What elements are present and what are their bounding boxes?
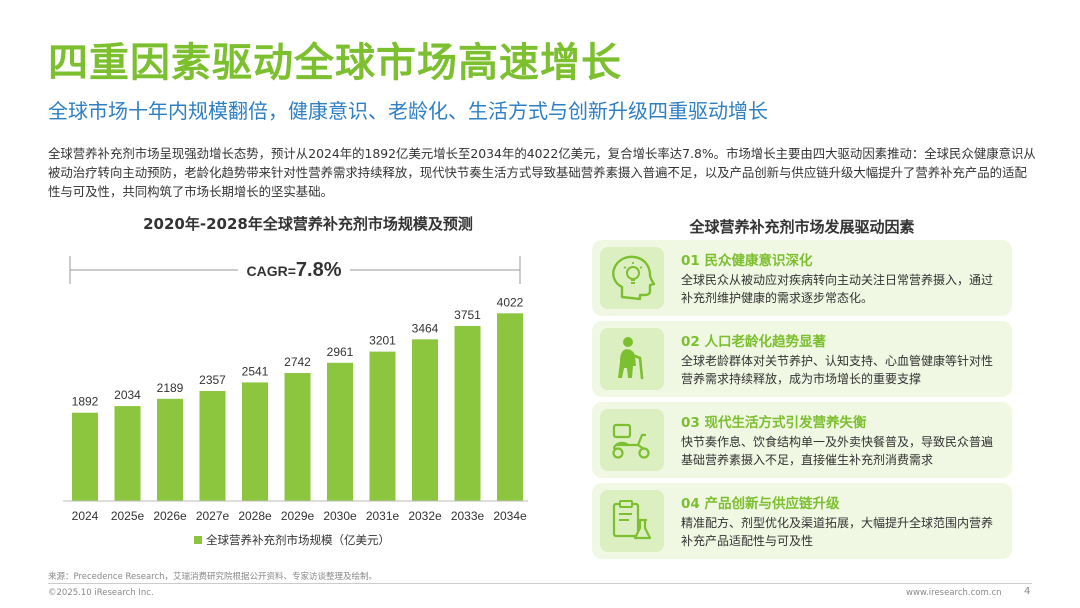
driver-title: 01 民众健康意识深化 — [681, 253, 813, 269]
driver-description: 精准配方、剂型优化及渠道拓展，大幅提升全球范围内营养补充产品适配性与可及性 — [681, 516, 994, 548]
driver-card-lifestyle: 03 现代生活方式引发营养失衡 快节奏作息、饮食结构单一及外卖快餐普及，导致民众… — [592, 402, 1012, 478]
x-tick-label-2026e: 2026e — [153, 509, 187, 523]
page-number: 4 — [1024, 586, 1031, 597]
footer-divider — [48, 583, 1032, 584]
cagr-annotation: CAGR=7.8% — [69, 256, 521, 284]
data-label-2033e: 3751 — [454, 308, 481, 322]
head-lightbulb-icon — [600, 247, 664, 309]
x-tick-label-2031e: 2031e — [366, 509, 400, 523]
driver-card-health-awareness: 01 民众健康意识深化 全球民众从被动应对疾病转向主动关注日常营养摄入，通过补充… — [592, 240, 1012, 316]
clipboard-flask-icon — [600, 490, 664, 552]
drivers-list: 01 民众健康意识深化 全球民众从被动应对疾病转向主动关注日常营养摄入，通过补充… — [592, 240, 1012, 564]
driver-title: 02 人口老龄化趋势显著 — [681, 334, 826, 350]
x-tick-label-2027e: 2027e — [196, 509, 230, 523]
cagr-value: 7.8% — [296, 259, 342, 281]
data-label-2024: 1892 — [72, 395, 99, 409]
driver-description: 快节奏作息、饮食结构单一及外卖快餐普及，导致民众普遍基础营养素摄入不足，直接催生… — [681, 435, 994, 467]
x-tick-label-2034e: 2034e — [493, 509, 527, 523]
legend-label: 全球营养补充剂市场规模（亿美元） — [206, 533, 390, 547]
driver-card-innovation: 04 产品创新与供应链升级 精准配方、剂型优化及渠道拓展，大幅提升全球范围内营养… — [592, 483, 1012, 559]
x-tick-label-2032e: 2032e — [408, 509, 442, 523]
chart-legend: 全球营养补充剂市场规模（亿美元） — [194, 533, 390, 547]
x-tick-label-2030e: 2030e — [323, 509, 357, 523]
chart-title: 2020年-2028年全球营养补充剂市场规模及预测 — [143, 215, 473, 233]
data-label-2026e: 2189 — [157, 381, 184, 395]
x-tick-label-2029e: 2029e — [281, 509, 315, 523]
x-tick-label-2033e: 2033e — [451, 509, 485, 523]
x-axis-tick-labels: 2024 2025e 2026e 2027e 2028e 2029e 2030e 2031e 2… — [72, 509, 527, 523]
data-label-2032e: 3464 — [412, 321, 439, 335]
elderly-person-icon — [600, 328, 664, 390]
data-label-2031e: 3201 — [369, 334, 396, 348]
footer-copyright: ©2025.10 iResearch Inc. — [48, 588, 154, 598]
driver-title: 03 现代生活方式引发营养失衡 — [681, 415, 867, 431]
intro-paragraph: 全球营养补充剂市场呈现强劲增长态势，预计从2024年的1892亿美元增长至203… — [48, 146, 1036, 199]
delivery-scooter-icon — [600, 409, 664, 471]
bar-2031e — [369, 351, 396, 501]
footer-source: 来源：Precedence Research，艾瑞消费研究院根据公开资料、专家访… — [48, 572, 378, 582]
cagr-prefix: CAGR= — [247, 263, 296, 279]
bar-2033e — [454, 325, 481, 501]
data-label-2028e: 2541 — [242, 364, 269, 378]
driver-description: 全球民众从被动应对疾病转向主动关注日常营养摄入，通过补充剂维护健康的需求逐步常态… — [681, 273, 994, 305]
market-size-bar-chart: CAGR=7.8% 1892 2034 2189 2357 2541 2742 2961 32… — [63, 256, 528, 547]
bar-2027e — [199, 391, 226, 501]
data-label-2027e: 2357 — [199, 373, 226, 387]
page-title: 四重因素驱动全球市场高速增长 — [48, 40, 622, 86]
bar-2028e — [242, 382, 268, 501]
bar-2026e — [157, 398, 183, 501]
bar-series: 1892 2034 2189 2357 2541 2742 2961 3201 3464 3751… — [72, 295, 524, 501]
bar-2030e — [327, 362, 353, 501]
page-subtitle: 全球市场十年内规模翻倍，健康意识、老龄化、生活方式与创新升级四重驱动增长 — [48, 99, 768, 123]
data-label-2034e: 4022 — [497, 295, 524, 309]
bar-2032e — [412, 339, 438, 501]
footer-url[interactable]: www.iresearch.com.cn — [906, 588, 1002, 598]
bar-2024 — [72, 412, 98, 501]
driver-title: 04 产品创新与供应链升级 — [681, 496, 840, 512]
drivers-title: 全球营养补充剂市场发展驱动因素 — [689, 218, 915, 236]
x-tick-label-2024: 2024 — [72, 509, 99, 523]
data-label-2029e: 2742 — [284, 355, 311, 369]
bar-2034e — [497, 313, 523, 501]
driver-card-aging: 02 人口老龄化趋势显著 全球老龄群体对关节养护、认知支持、心血管健康等针对性营… — [592, 321, 1012, 397]
legend-swatch — [194, 536, 202, 544]
driver-description: 全球老龄群体对关节养护、认知支持、心血管健康等针对性营养需求持续释放，成为市场增… — [681, 354, 994, 386]
data-label-2025e: 2034 — [114, 388, 141, 402]
x-tick-label-2025e: 2025e — [111, 509, 145, 523]
cagr-label: CAGR=7.8% — [247, 259, 342, 281]
bar-2025e — [114, 406, 141, 501]
data-label-2030e: 2961 — [327, 345, 354, 359]
x-tick-label-2028e: 2028e — [238, 509, 272, 523]
bar-2029e — [284, 373, 311, 501]
